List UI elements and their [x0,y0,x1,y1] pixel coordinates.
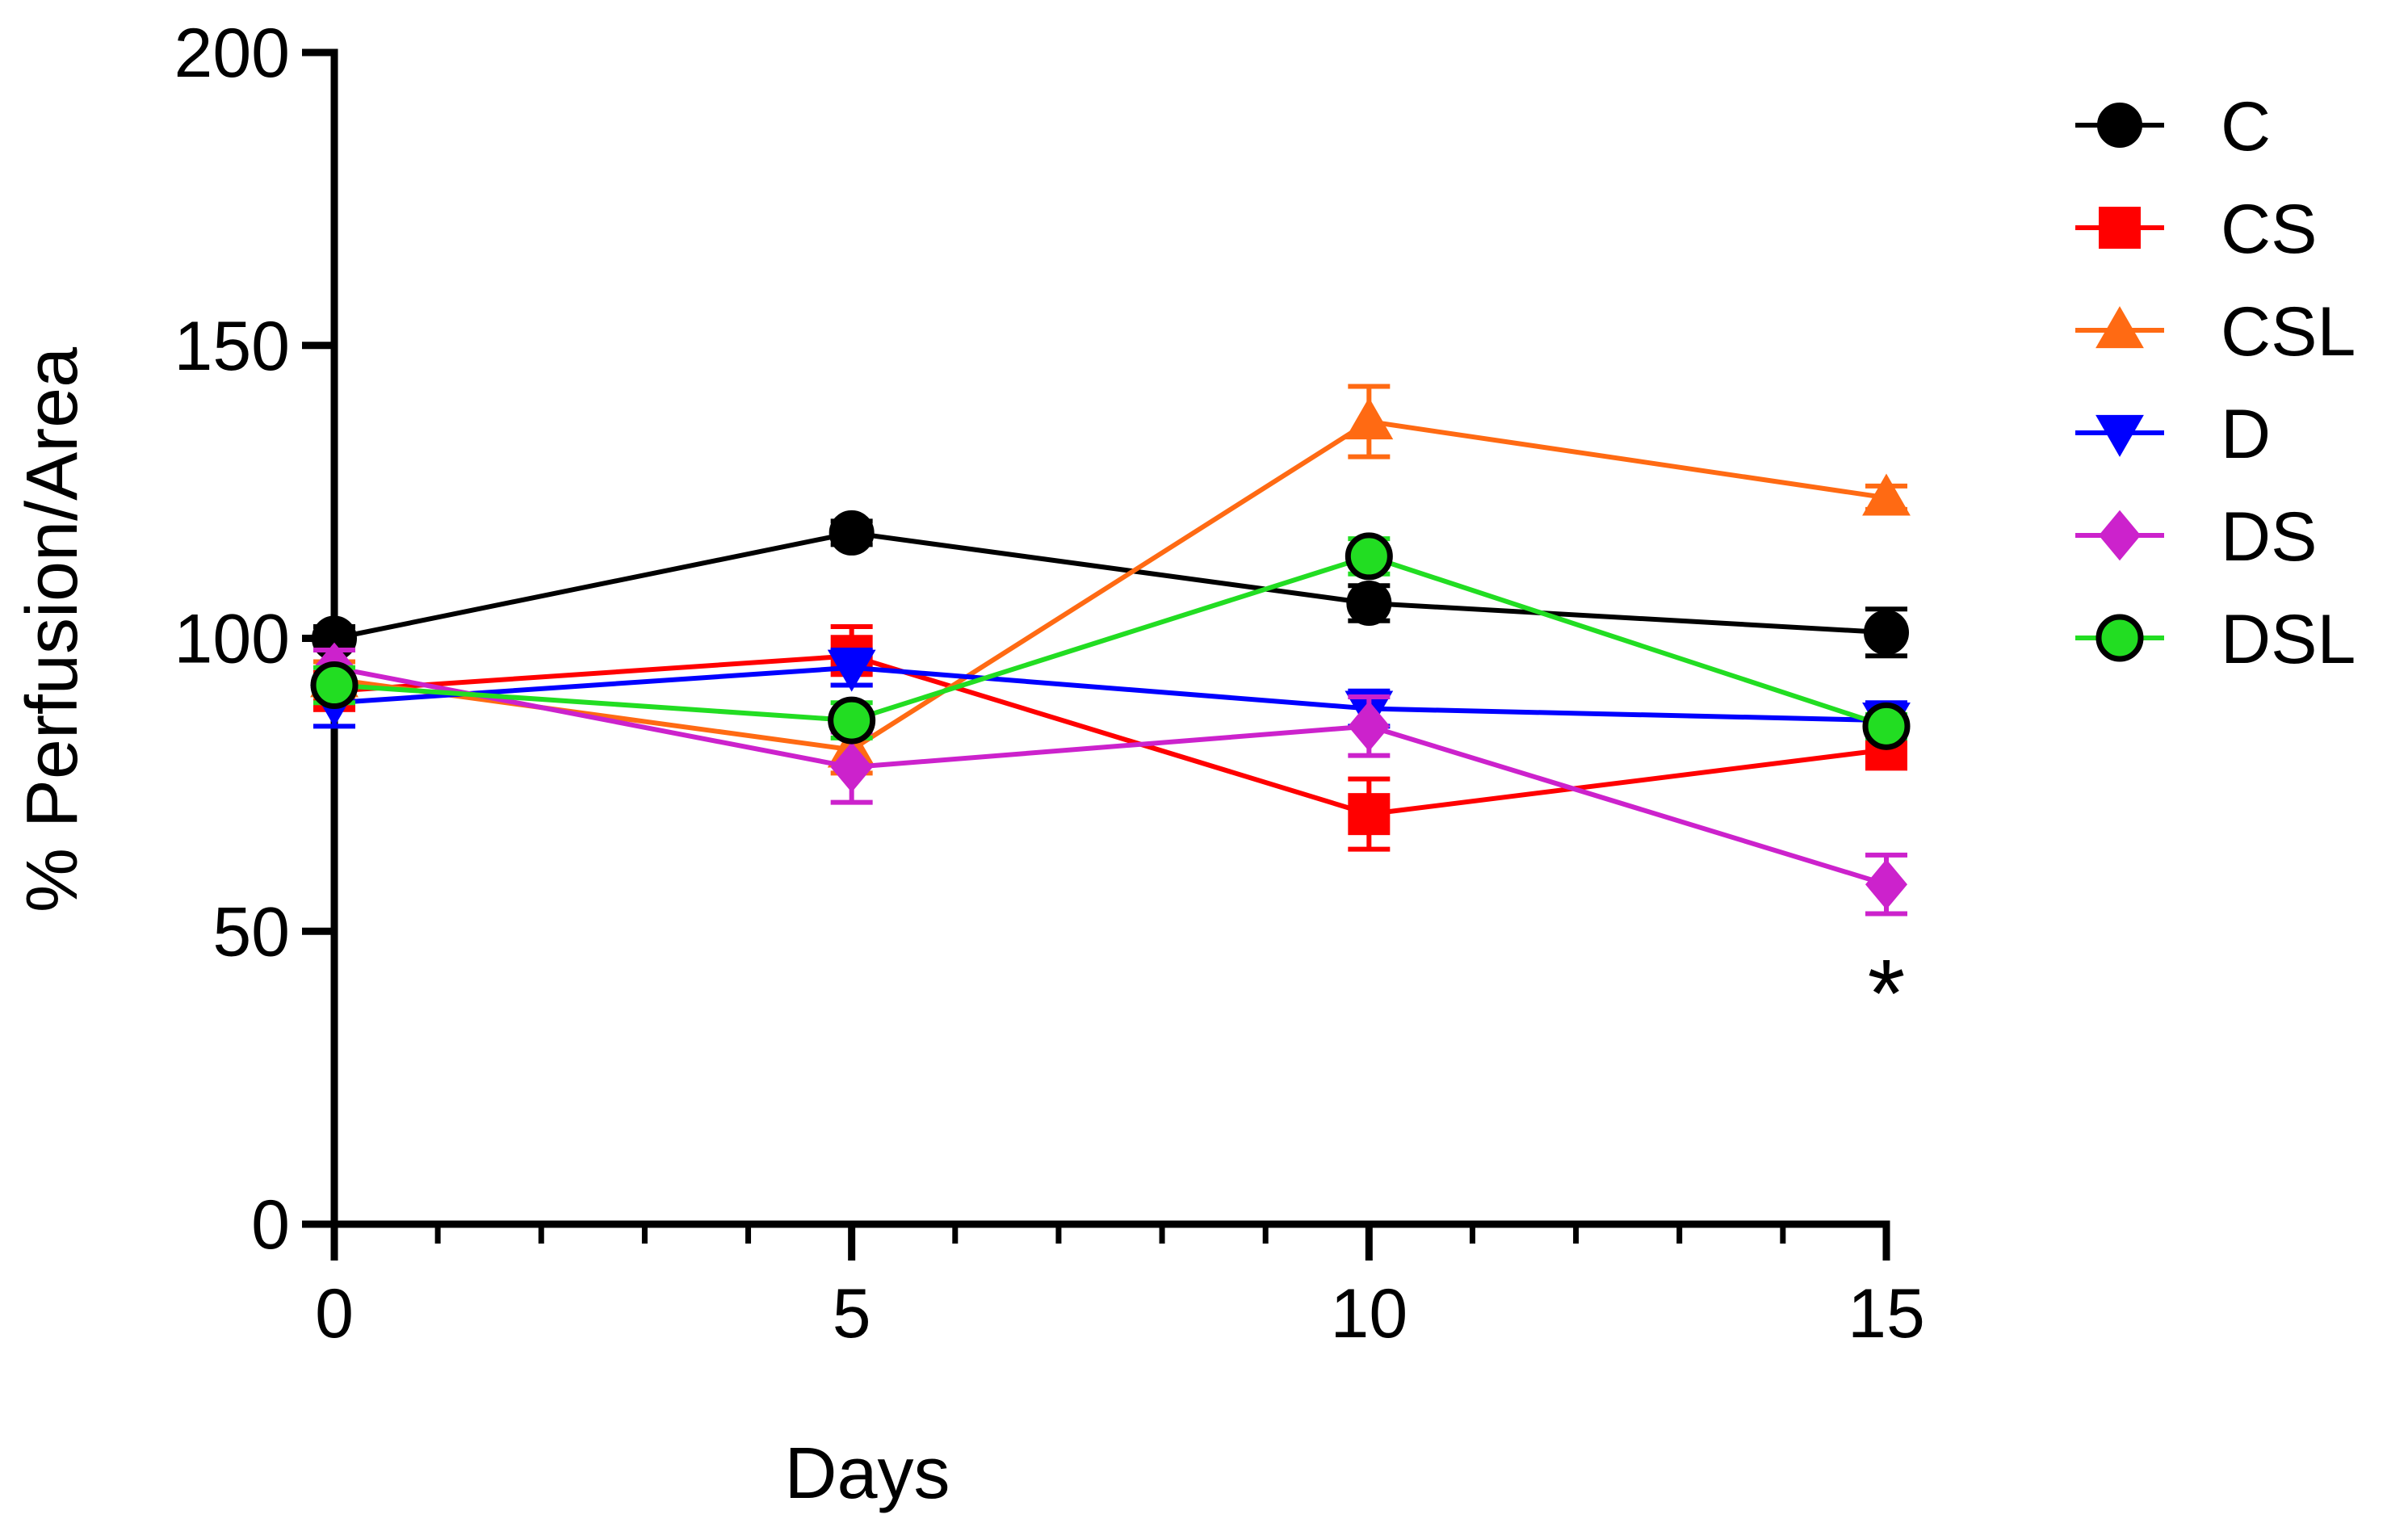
y-tick-label: 0 [251,1186,290,1264]
y-tick-label: 100 [174,601,291,678]
legend-marker [2099,207,2141,249]
legend-item-dsl: DSL [2075,601,2356,678]
x-axis-title: Days [784,1433,950,1514]
legend-item-ds: DS [2075,498,2317,576]
x-tick-label: 10 [1330,1275,1407,1353]
series-ds [313,642,1907,917]
data-point [1348,793,1391,836]
data-point [829,510,875,556]
data-point [310,661,359,710]
x-tick-label: 5 [833,1275,871,1353]
significance-marker: * [1868,939,1906,1047]
data-point [1862,473,1911,516]
series-d [310,648,1911,745]
legend-item-d: D [2075,396,2271,473]
data-point [830,741,873,793]
series-line [334,418,1887,753]
legend-label: CS [2221,191,2317,268]
x-tick-label: 0 [315,1275,354,1353]
legend-label: C [2221,88,2271,166]
data-point [1345,397,1394,440]
series-line [334,665,1887,724]
series-dsl [310,532,1911,750]
legend-marker [2097,103,2142,148]
legend-marker [2095,614,2144,662]
data-point [1346,580,1392,626]
x-tick-label: 15 [1848,1275,1925,1353]
legend-item-c: C [2075,88,2271,166]
legend-item-cs: CS [2075,191,2317,268]
y-tick-label: 150 [174,308,291,385]
legend-marker [2095,306,2144,349]
data-point [1345,532,1393,581]
legend-label: DS [2221,498,2317,576]
legend-item-csl: CSL [2075,293,2356,371]
y-axis-title: % Perfusion/Area [12,346,93,912]
y-tick-label: 200 [174,15,291,92]
legend-label: CSL [2221,293,2356,371]
data-point [827,649,876,692]
data-point [828,696,876,745]
series-line [334,553,1887,729]
series-line [334,653,1887,817]
legend-label: DSL [2221,601,2356,678]
legend-marker [2095,414,2144,457]
data-point [1348,701,1391,752]
series-line [334,530,1887,641]
legend-label: D [2221,396,2271,473]
legend-marker [2099,510,2141,561]
data-point [1865,859,1907,910]
data-point [1864,610,1909,656]
y-tick-label: 50 [212,893,290,971]
data-point [1862,702,1911,750]
series-line [334,665,1887,887]
